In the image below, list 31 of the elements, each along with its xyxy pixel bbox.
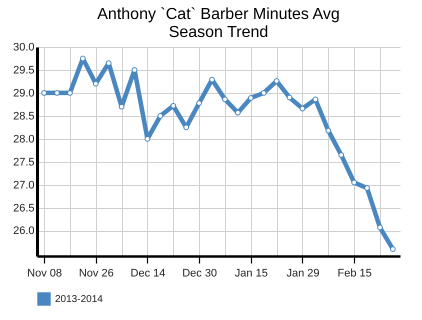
y-tick-label: 27.0 (13, 179, 34, 192)
x-tick-label: Nov 26 (78, 268, 114, 280)
y-tick-label: 28.0 (13, 133, 34, 146)
chart-title: Anthony `Cat` Barber Minutes Avg Season Trend (97, 6, 340, 41)
x-tick-label: Feb 15 (338, 268, 372, 280)
legend-label: 2013-2014 (55, 294, 104, 305)
point (196, 100, 202, 106)
x-tick-label: Jan 15 (234, 268, 268, 280)
point (377, 224, 383, 230)
x-tick-label: Dec 14 (130, 268, 166, 280)
y-tick-label: 26.0 (13, 225, 34, 238)
y-tick-label: 28.5 (13, 110, 34, 122)
y-tick-label: 29.5 (13, 64, 34, 76)
point (158, 113, 164, 119)
point (364, 185, 370, 191)
point (300, 106, 306, 112)
point (248, 95, 254, 101)
point (325, 128, 332, 134)
y-tick-label: 29.0 (13, 87, 34, 100)
point (260, 90, 267, 96)
point (338, 152, 344, 158)
y-tick-label: 30.0 (13, 42, 34, 54)
y-tick-label: 27.5 (13, 156, 34, 168)
x-tick-label: Nov 08 (27, 268, 62, 280)
x-tick-label: Dec 30 (182, 268, 218, 280)
point (222, 96, 228, 102)
point (286, 94, 292, 100)
point (390, 246, 396, 252)
y-tick-label: 26.5 (13, 202, 34, 214)
point (351, 180, 357, 186)
x-tick-label: Jan 29 (286, 268, 320, 280)
